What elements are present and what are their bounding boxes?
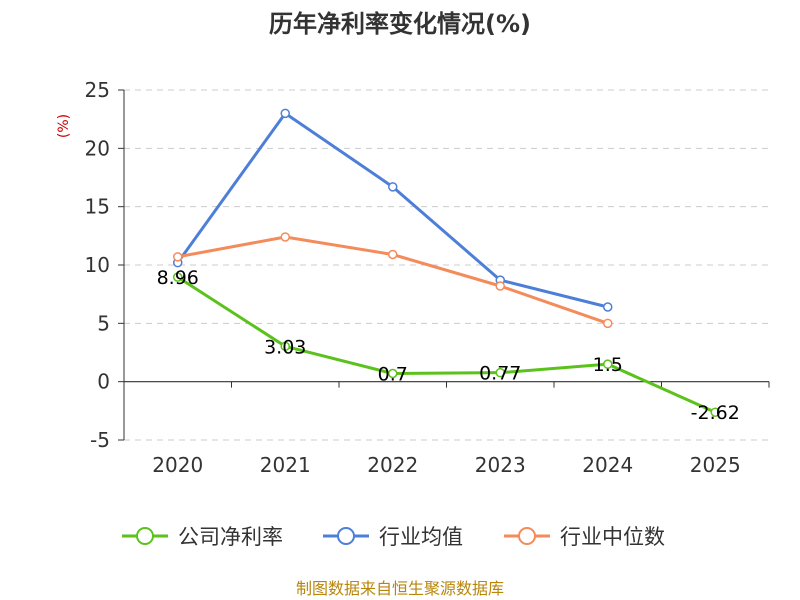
legend-label: 公司净利率 [178, 525, 283, 549]
data-label: 0.77 [479, 363, 521, 385]
legend-item: 行业均值 [323, 525, 463, 549]
legend-label: 行业中位数 [560, 525, 665, 549]
x-tick-label: 2022 [367, 453, 418, 477]
y-tick-label: -5 [90, 428, 110, 452]
data-point [603, 318, 613, 329]
legend-item: 行业中位数 [504, 525, 665, 549]
x-tick-label: 2023 [475, 453, 526, 477]
y-tick-label: 15 [85, 195, 110, 219]
data-label: 1.5 [593, 354, 623, 376]
series-line [176, 275, 716, 414]
legend-item: 公司净利率 [122, 525, 283, 549]
legend-swatch-marker [518, 527, 536, 545]
data-point [173, 252, 183, 262]
source-note: 制图数据来自恒生聚源数据库 [296, 579, 504, 598]
data-label: 8.96 [157, 267, 199, 289]
legend: 公司净利率 行业均值 行业中位数 [122, 525, 665, 549]
data-point [280, 341, 290, 352]
y-tick-label: 20 [85, 136, 110, 160]
data-point [280, 108, 290, 119]
data-labels: 8.96 3.03 0.7 0.77 1.5 -2.62 [157, 267, 740, 424]
grid-lines [124, 89, 769, 441]
x-tick-label: 2025 [690, 453, 741, 477]
series-line [176, 111, 609, 309]
x-tick-label: 2020 [152, 453, 203, 477]
data-point [710, 407, 720, 417]
x-tick-label: 2024 [582, 453, 633, 477]
axes [118, 89, 770, 441]
data-label: -2.62 [691, 402, 740, 424]
series-0 [173, 272, 720, 417]
x-tick-labels: 2020 2021 2022 2023 2024 2025 [152, 453, 740, 477]
data-point [603, 302, 613, 312]
data-label: 3.03 [264, 336, 306, 358]
data-point [603, 359, 613, 369]
data-point [388, 249, 398, 260]
data-point [388, 182, 398, 192]
series-2 [173, 232, 613, 329]
legend-swatch-marker [337, 527, 355, 545]
y-tick-labels: 25 20 15 10 5 0 -5 [85, 78, 110, 452]
y-tick-label: 25 [85, 78, 110, 102]
series-1 [173, 108, 613, 312]
y-tick-label: 10 [85, 253, 110, 277]
x-tick-label: 2021 [260, 453, 311, 477]
data-point [495, 367, 505, 378]
data-label: 0.7 [378, 364, 408, 386]
data-point [280, 232, 290, 242]
legend-swatch-marker [136, 527, 154, 545]
chart-title: 历年净利率变化情况(%) [269, 10, 531, 38]
y-tick-label: 0 [97, 370, 110, 394]
data-point [495, 281, 505, 291]
series-lines [173, 108, 720, 417]
y-tick-label: 5 [97, 311, 110, 335]
data-point [173, 272, 183, 282]
data-point [388, 368, 398, 379]
y-axis-unit: (%) [56, 114, 72, 138]
legend-label: 行业均值 [379, 525, 463, 549]
